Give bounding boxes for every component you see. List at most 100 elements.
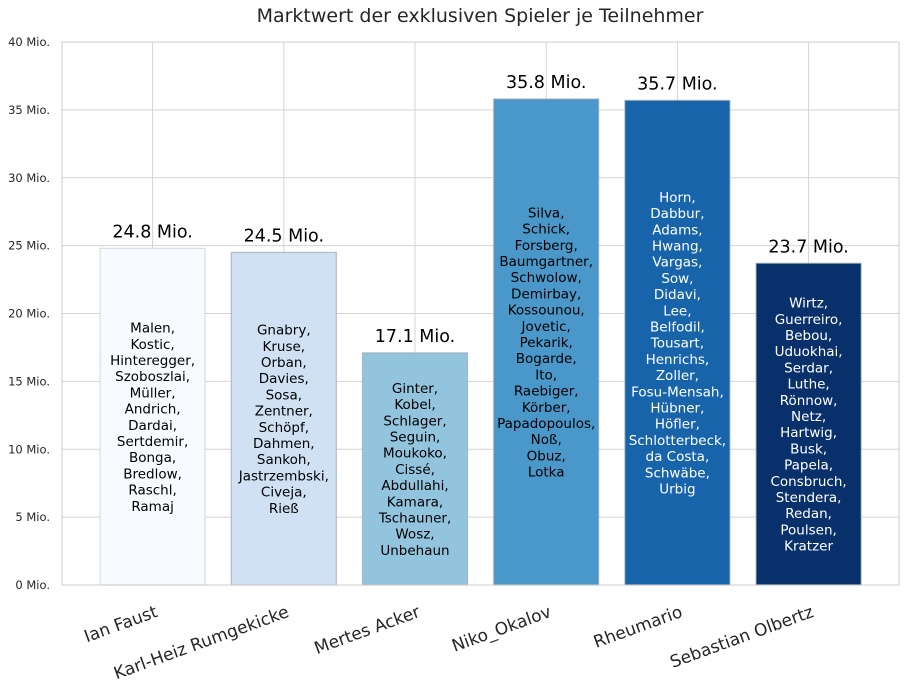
bar [99, 247, 206, 586]
player-name: Dabbur, [650, 206, 704, 222]
player-name: Dahmen, [253, 436, 315, 452]
player-name: Zentner, [255, 404, 313, 420]
player-name: Schick, [522, 222, 570, 238]
player-name: Kruse, [263, 339, 306, 355]
player-name: Horn, [659, 190, 696, 206]
y-tick-label: 0 Mio. [15, 578, 50, 592]
value-label: 23.7 Mio. [768, 237, 848, 257]
y-tick-label: 15 Mio. [8, 374, 50, 388]
player-name: Lotka [528, 465, 565, 481]
player-list: Silva, Schick, Forsberg, Baumgartner, Schwol… [497, 205, 595, 480]
value-labels: 24.8 Mio. 24.5 Mio. 17.1 Mio. 35.8 Mio. 35.7… [112, 73, 848, 347]
player-name: Seguin, [390, 430, 441, 446]
x-tick-label: Sebastian Olbertz [667, 602, 816, 673]
player-name: Jastrzembski, [238, 468, 329, 484]
player-name: Schlager, [383, 413, 446, 429]
player-name: Consbruch, [770, 474, 846, 490]
player-name: Orban, [261, 355, 307, 371]
y-tick-label: 30 Mio. [8, 171, 50, 185]
player-name: Tousart, [650, 336, 704, 352]
player-name: Poulsen, [780, 522, 836, 538]
chart-title: Marktwert der exklusiven Spieler je Teil… [257, 5, 704, 27]
y-tick-label: 10 Mio. [8, 442, 50, 456]
y-tick-label: 5 Mio. [15, 510, 50, 524]
player-name: Netz, [791, 409, 826, 425]
bar [624, 99, 731, 586]
player-name: Redan, [785, 506, 832, 522]
player-name: Obuz, [527, 448, 566, 464]
player-name: Gnabry, [257, 323, 311, 339]
player-name: Rieß [269, 501, 299, 517]
player-name: Lee, [663, 303, 691, 319]
player-name: Urbig [659, 481, 695, 497]
player-name: Sow, [661, 271, 693, 287]
player-name: Henrichs, [646, 352, 710, 368]
player-name: Tschauner, [378, 511, 452, 527]
player-name: Vargas, [652, 255, 702, 271]
player-name: Noß, [531, 432, 562, 448]
value-label: 35.7 Mio. [637, 74, 717, 94]
player-name: Kossounou, [508, 303, 585, 319]
player-name: Guerreiro, [775, 312, 843, 328]
bar [361, 352, 469, 586]
player-name: Davies, [259, 371, 309, 387]
player-names: Malen, Kostic, Hinteregger, Szoboszlai, Müll… [110, 190, 847, 559]
player-name: Schöpf, [259, 420, 309, 436]
x-tick-label: Niko_Okalov [449, 602, 554, 656]
player-name: Bredlow, [123, 466, 182, 482]
player-name: Luthe, [787, 377, 829, 393]
player-list: Gnabry, Kruse, Orban, Davies, Sosa, Zentner, S… [238, 323, 329, 517]
player-name: Pekarik, [520, 335, 573, 351]
player-name: Moukoko, [383, 446, 447, 462]
player-name: Hinteregger, [110, 353, 195, 369]
player-name: Forsberg, [515, 238, 578, 254]
player-name: Zoller, [656, 368, 699, 384]
player-name: Müller, [130, 385, 176, 401]
player-name: Unbehaun [380, 543, 449, 559]
bar [230, 251, 337, 586]
player-name: Hwang, [652, 238, 703, 254]
y-axis-ticks: 0 Mio. 5 Mio. 10 Mio. 15 Mio. 20 Mio. 25 Mio.… [8, 35, 50, 592]
player-name: Bonga, [129, 450, 176, 466]
player-name: Rönnow, [780, 393, 838, 409]
player-name: Ito, [535, 367, 557, 383]
player-name: Bogarde, [516, 351, 577, 367]
x-tick-label: Mertes Acker [312, 602, 423, 659]
player-name: Papadopoulos, [497, 416, 595, 432]
x-tick-label: Ian Faust [82, 602, 161, 647]
player-name: Demirbay, [511, 286, 581, 302]
player-name: Cissé, [395, 462, 435, 478]
player-name: Papela, [784, 458, 833, 474]
player-name: Kamara, [387, 494, 443, 510]
player-list: Horn, Dabbur, Adams, Hwang, Vargas, Sow, Didav… [629, 190, 726, 498]
player-name: da Costa, [646, 449, 710, 465]
player-name: Wosz, [395, 527, 434, 543]
player-name: Andrich, [125, 402, 181, 418]
player-name: Hübner, [650, 400, 704, 416]
player-name: Ginter, [392, 381, 438, 397]
player-name: Abdullahi, [381, 478, 448, 494]
y-tick-label: 25 Mio. [8, 239, 50, 253]
player-name: Sosa, [266, 387, 302, 403]
player-name: Raebiger, [514, 384, 579, 400]
player-name: Busk, [790, 441, 827, 457]
player-name: Silva, [528, 205, 565, 221]
player-list: Wirtz, Guerreiro, Bebou, Uduokhai, Serdar, Lu… [770, 296, 846, 555]
value-label: 24.8 Mio. [112, 222, 192, 242]
bar [755, 262, 862, 586]
y-tick-label: 40 Mio. [8, 35, 50, 49]
player-name: Uduokhai, [775, 344, 843, 360]
value-label: 35.8 Mio. [506, 73, 586, 93]
player-name: Schwäbe, [645, 465, 710, 481]
player-name: Fosu-Mensah, [631, 384, 724, 400]
player-name: Raschl, [128, 483, 176, 499]
bar [493, 98, 600, 586]
x-tick-label: Rheumario [591, 602, 685, 653]
player-name: Dardai, [128, 418, 177, 434]
player-name: Serdar, [784, 360, 833, 376]
player-name: Malen, [130, 321, 175, 337]
y-tick-label: 20 Mio. [8, 307, 50, 321]
player-name: Stendera, [776, 490, 842, 506]
